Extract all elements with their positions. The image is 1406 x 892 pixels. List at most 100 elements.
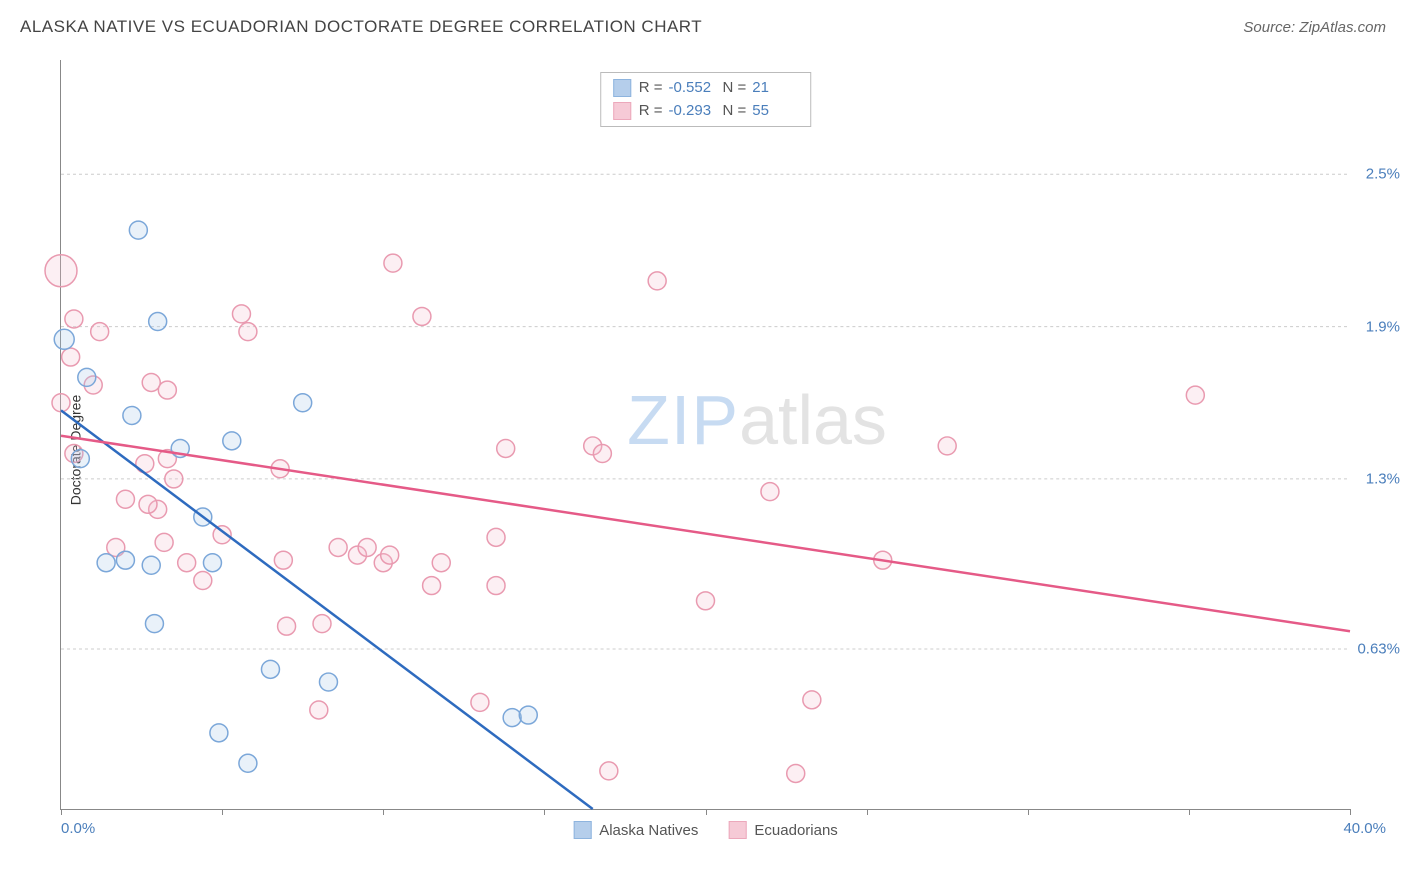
x-axis-max-label: 40.0% [1343,820,1386,837]
r-value-alaska: -0.552 [669,77,715,100]
data-point-ecuadorian [487,528,505,546]
data-point-ecuadorian [91,323,109,341]
data-point-ecuadorian [52,394,70,412]
data-point-ecuadorian [62,348,80,366]
data-point-ecuadorian [329,538,347,556]
correlation-legend: R = -0.552 N = 21 R = -0.293 N = 55 [600,72,812,127]
data-point-alaska [239,754,257,772]
data-point-alaska [210,724,228,742]
plot-area: ZIPatlas R = -0.552 N = 21 R = -0.293 N … [60,60,1350,810]
n-label: N = [723,100,747,123]
x-tick [1350,809,1351,815]
legend-item-alaska: Alaska Natives [573,821,698,839]
data-point-alaska [145,615,163,633]
data-point-ecuadorian [487,577,505,595]
x-tick [544,809,545,815]
swatch-ecuadorian [613,102,631,120]
y-tick-label: 1.3% [1366,470,1400,487]
source-name: ZipAtlas.com [1299,19,1386,36]
data-point-alaska [223,432,241,450]
r-label: R = [639,77,663,100]
data-point-ecuadorian [313,615,331,633]
data-point-ecuadorian [139,495,157,513]
x-tick [222,809,223,815]
chart-header: ALASKA NATIVE VS ECUADORIAN DOCTORATE DE… [0,0,1406,50]
series-name-alaska: Alaska Natives [599,822,698,839]
data-point-alaska [116,551,134,569]
data-point-ecuadorian [497,439,515,457]
data-point-alaska [319,673,337,691]
data-point-alaska [203,554,221,572]
series-name-ecuadorian: Ecuadorians [754,822,837,839]
data-point-ecuadorian [116,490,134,508]
data-point-ecuadorian [697,592,715,610]
swatch-alaska [613,79,631,97]
data-point-alaska [519,706,537,724]
data-point-alaska [71,450,89,468]
data-point-ecuadorian [194,572,212,590]
x-axis-min-label: 0.0% [61,820,95,837]
data-point-ecuadorian [274,551,292,569]
data-point-ecuadorian [158,381,176,399]
x-tick [61,809,62,815]
swatch-ecuadorian [728,821,746,839]
x-tick [1189,809,1190,815]
data-point-ecuadorian [65,310,83,328]
r-label: R = [639,100,663,123]
x-tick [1028,809,1029,815]
n-value-alaska: 21 [752,77,798,100]
series-legend: Alaska Natives Ecuadorians [573,821,838,839]
data-point-alaska [261,660,279,678]
source-prefix: Source: [1243,19,1299,36]
data-point-ecuadorian [384,254,402,272]
data-point-ecuadorian [358,538,376,556]
data-point-alaska [142,556,160,574]
chart-container: Doctorate Degree ZIPatlas R = -0.552 N =… [20,50,1386,850]
data-point-alaska [294,394,312,412]
data-point-ecuadorian [761,483,779,501]
data-point-ecuadorian [310,701,328,719]
source-attribution: Source: ZipAtlas.com [1243,19,1386,36]
data-point-ecuadorian [600,762,618,780]
swatch-alaska [573,821,591,839]
data-point-ecuadorian [423,577,441,595]
data-point-alaska [97,554,115,572]
x-tick [867,809,868,815]
data-point-ecuadorian [232,305,250,323]
data-point-ecuadorian [648,272,666,290]
data-point-ecuadorian [593,445,611,463]
data-point-alaska [78,368,96,386]
data-point-ecuadorian [142,373,160,391]
y-tick-label: 1.9% [1366,318,1400,335]
data-point-ecuadorian [278,617,296,635]
data-point-ecuadorian [803,691,821,709]
n-value-ecuadorian: 55 [752,100,798,123]
legend-item-ecuadorian: Ecuadorians [728,821,837,839]
data-point-alaska [54,329,74,349]
x-tick [383,809,384,815]
r-value-ecuadorian: -0.293 [669,100,715,123]
data-point-ecuadorian [381,546,399,564]
legend-row-alaska: R = -0.552 N = 21 [613,77,799,100]
y-tick-label: 0.63% [1357,641,1400,658]
chart-title: ALASKA NATIVE VS ECUADORIAN DOCTORATE DE… [20,17,702,37]
data-point-ecuadorian [787,764,805,782]
y-tick-label: 2.5% [1366,166,1400,183]
data-point-alaska [123,406,141,424]
data-point-ecuadorian [178,554,196,572]
data-point-alaska [129,221,147,239]
n-label: N = [723,77,747,100]
data-point-ecuadorian [239,323,257,341]
x-tick [706,809,707,815]
data-point-ecuadorian [1186,386,1204,404]
legend-row-ecuadorian: R = -0.293 N = 55 [613,100,799,123]
data-point-alaska [503,709,521,727]
data-point-ecuadorian [471,693,489,711]
data-point-alaska [149,313,167,331]
data-point-ecuadorian [155,533,173,551]
data-point-ecuadorian [938,437,956,455]
plot-svg [61,60,1350,809]
trend-line-alaska [61,410,593,809]
data-point-ecuadorian [45,255,77,287]
data-point-ecuadorian [432,554,450,572]
